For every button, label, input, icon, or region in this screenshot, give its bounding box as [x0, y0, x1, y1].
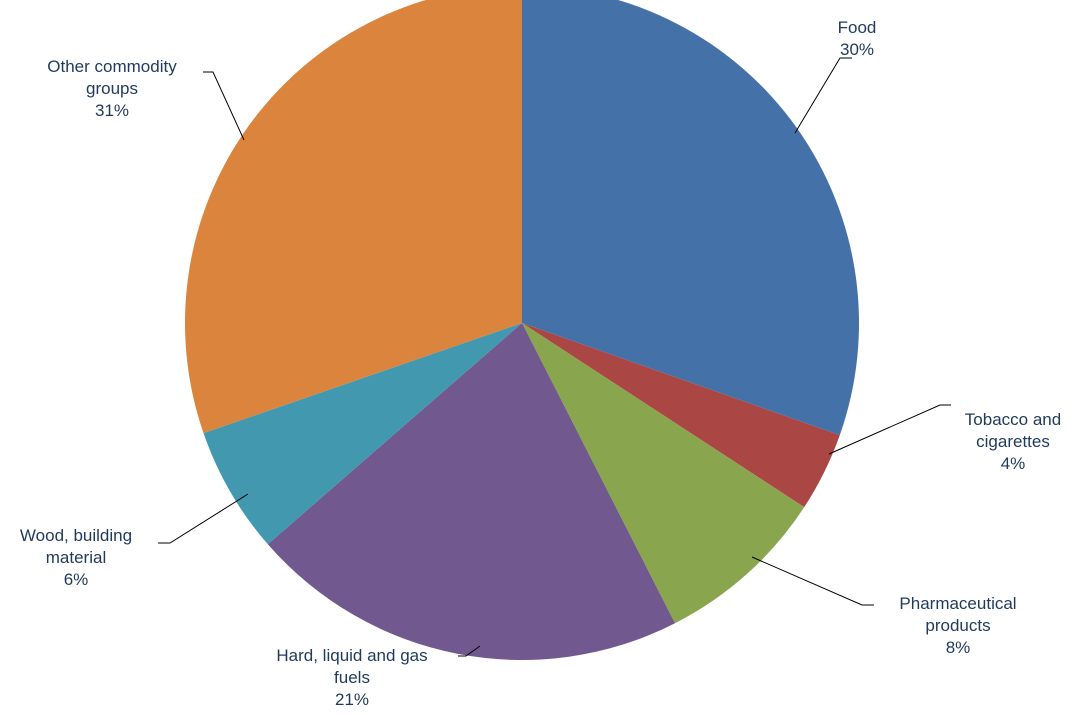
slice-percent-label: 4% [1001, 454, 1026, 473]
leader-line-wood-building-material [158, 493, 249, 544]
slice-percent-label: 6% [64, 570, 89, 589]
slice-name-line: Food [838, 18, 877, 37]
slice-label-pharmaceutical-products: Pharmaceutical products 8% [899, 594, 1016, 657]
slice-name-line: fuels [334, 668, 370, 687]
leader-line-hard-liquid-and-gas-fuels [458, 645, 481, 657]
pie-slice-other-commodity-groups [185, 0, 522, 434]
slice-label-hard-liquid-and-gas-fuels: Hard, liquid and gas fuels 21% [276, 646, 427, 709]
slice-percent-label: 31% [95, 101, 129, 120]
pie-slice-pharmaceutical-products [522, 323, 805, 624]
slice-name-line: Other commodity [47, 57, 177, 76]
leader-line-other-commodity-groups [203, 71, 245, 141]
slice-name-line: Pharmaceutical [899, 594, 1016, 613]
pie-slice-wood-building-material [203, 323, 522, 545]
slice-name-line: products [925, 616, 990, 635]
slice-name-line: cigarettes [976, 432, 1050, 451]
slice-labels: Food 30% Tobacco and cigarettes 4% Pharmaceut… [20, 18, 1061, 709]
slice-name-line: groups [86, 79, 138, 98]
slice-label-tobacco-and-cigarettes: Tobacco and cigarettes 4% [965, 410, 1061, 473]
slice-label-food: Food 30% [838, 18, 877, 59]
slice-name-line: material [46, 548, 106, 567]
pie-slice-hard-liquid-and-gas-fuels [267, 323, 675, 660]
slice-name-line: Wood, building [20, 526, 132, 545]
leader-lines [158, 57, 951, 657]
pie-slice-tobacco-and-cigarettes [522, 323, 840, 508]
leader-line-tobacco-and-cigarettes [828, 404, 951, 455]
slice-label-wood-building-material: Wood, building material 6% [20, 526, 132, 589]
slice-name-line: Hard, liquid and gas [276, 646, 427, 665]
slice-percent-label: 8% [946, 638, 971, 657]
pie-slice-food [522, 0, 859, 436]
slice-percent-label: 21% [335, 690, 369, 709]
leader-line-pharmaceutical-products [751, 556, 874, 606]
leader-line-food [794, 57, 852, 134]
slice-name-line: Tobacco and [965, 410, 1061, 429]
slice-label-other-commodity-groups: Other commodity groups 31% [47, 57, 177, 120]
pie-slices [185, 0, 859, 660]
slice-percent-label: 30% [840, 40, 874, 59]
